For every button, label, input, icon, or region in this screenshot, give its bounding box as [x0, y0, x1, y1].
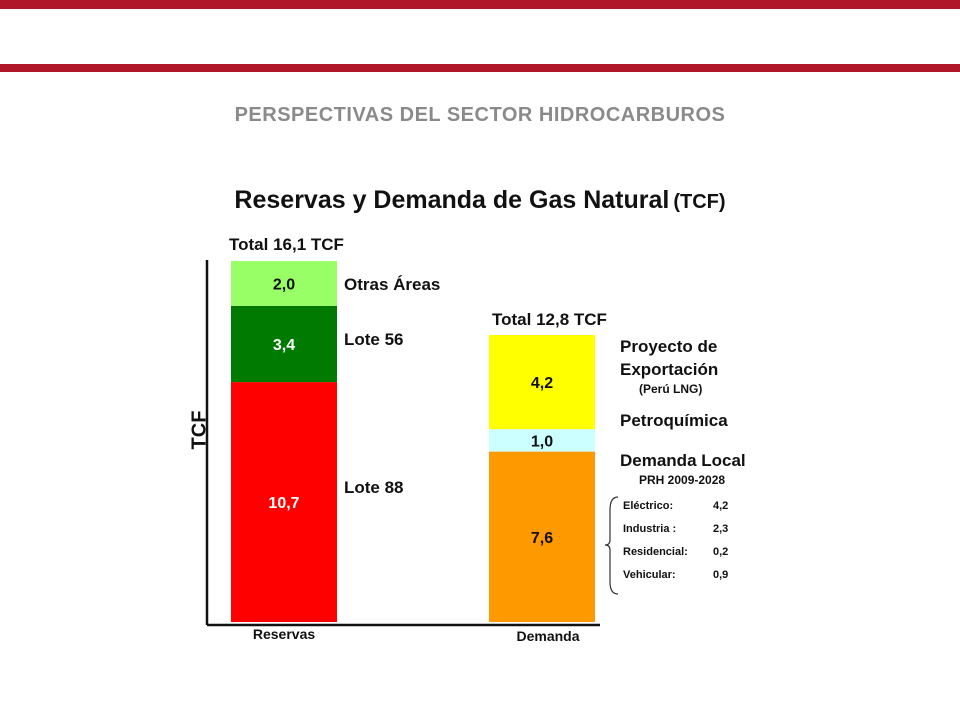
y-axis-label: TCF — [188, 410, 211, 450]
bar-segment-reservas-0 — [231, 382, 337, 622]
bar-segment-demanda-2 — [489, 334, 595, 430]
label-otras-areas: Otras Áreas — [344, 275, 441, 294]
breakdown-label: Eléctrico: — [623, 500, 674, 512]
bar-segment-reservas-1 — [231, 305, 337, 383]
breakdown-label: Vehicular: — [623, 569, 676, 581]
breakdown-value: 0,2 — [713, 546, 729, 558]
bar-value-label: 7,6 — [531, 530, 553, 547]
sublabel-peru-lng: (Perú LNG) — [639, 382, 703, 396]
top-accent-band — [0, 0, 960, 9]
bar-segment-reservas-2 — [231, 261, 337, 306]
x-tick-reservas: Reservas — [252, 626, 316, 642]
bar-value-label: 2,0 — [273, 276, 295, 293]
label-petroquimica: Petroquímica — [620, 411, 728, 430]
total-reservas: Total 16,1 TCF — [229, 235, 344, 254]
total-demanda: Total 12,8 TCF — [492, 310, 607, 329]
breakdown-value: 0,9 — [713, 569, 729, 581]
x-tick-demanda: Demanda — [516, 628, 580, 644]
bar-value-label: 4,2 — [531, 375, 553, 392]
label-demanda-local: Demanda Local — [620, 451, 746, 470]
label-lote-88: Lote 88 — [344, 478, 404, 497]
chart-title: Reservas y Demanda de Gas Natural (TCF) — [0, 186, 960, 215]
breakdown-label: Industria : — [623, 523, 677, 535]
breakdown-value: 2,3 — [713, 523, 729, 535]
bar-value-label: 3,4 — [273, 337, 295, 354]
bar-segment-demanda-1 — [489, 429, 595, 452]
breakdown-value: 4,2 — [713, 500, 729, 512]
label-proyecto-exportacion: Proyecto de Exportación — [620, 337, 719, 379]
label-lote-56: Lote 56 — [344, 330, 404, 349]
breakdown-label: Residencial: — [623, 546, 688, 558]
chart-title-text: Reservas y Demanda de Gas Natural — [234, 186, 670, 214]
page-title: PERSPECTIVAS DEL SECTOR HIDROCARBUROS — [234, 104, 726, 126]
breakdown-brace — [604, 496, 619, 595]
bar-segment-demanda-0 — [489, 451, 595, 622]
chart-title-unit: (TCF) — [673, 191, 726, 213]
header-accent-band — [0, 64, 960, 72]
bar-value-label: 1,0 — [531, 433, 553, 450]
sublabel-prh: PRH 2009-2028 — [639, 473, 726, 487]
bar-value-label: 10,7 — [268, 495, 299, 512]
